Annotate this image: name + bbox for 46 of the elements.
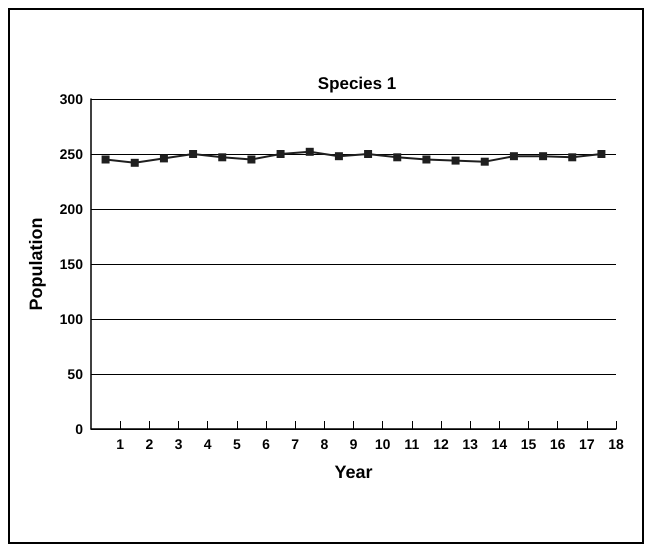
point (130, 158, 139, 167)
x-tick-label: 12 (433, 436, 449, 452)
x-tick-label: 18 (608, 436, 624, 452)
x-tick-label: 17 (579, 436, 595, 452)
point (276, 150, 285, 158)
point (539, 152, 548, 160)
point (102, 156, 110, 164)
x-tick-label: 7 (291, 436, 300, 452)
y-tick-label: 100 (60, 311, 84, 327)
y-tick-label: 250 (60, 146, 84, 162)
y-axis-title: Population (26, 218, 46, 310)
x-tick-label: 6 (262, 436, 270, 452)
point (189, 150, 198, 158)
x-tick-label: 13 (462, 436, 478, 452)
point (364, 150, 372, 158)
x-tick-label: 16 (550, 436, 566, 452)
x-tick-label: 14 (492, 436, 508, 452)
x-tick-label: 1 (116, 436, 124, 452)
chart-title: Species 1 (318, 74, 396, 93)
y-tick-label: 0 (75, 421, 84, 437)
x-tick-label: 9 (350, 436, 358, 452)
y-tick-label: 200 (60, 201, 84, 217)
x-tick-label: 15 (520, 436, 536, 452)
x-tick-label: 11 (404, 436, 420, 452)
x-tick-label: 2 (145, 436, 154, 452)
point (247, 156, 256, 164)
point (480, 158, 489, 166)
point (510, 152, 518, 160)
y-tick-label: 150 (60, 256, 84, 272)
point (218, 153, 226, 162)
y-tick-label: 300 (60, 91, 84, 107)
x-tick-label: 4 (204, 436, 212, 452)
x-axis-title: Year (334, 462, 373, 482)
point (393, 153, 402, 162)
point (160, 154, 168, 162)
x-tick-label: 10 (374, 436, 391, 452)
point (597, 150, 606, 158)
x-tick-label: 5 (232, 436, 241, 452)
point (306, 148, 314, 156)
point (568, 153, 576, 162)
y-tick-label: 50 (67, 366, 84, 382)
point (422, 156, 430, 164)
point (334, 152, 343, 160)
x-tick-label: 8 (320, 436, 328, 452)
point (452, 156, 460, 165)
x-tick-label: 3 (174, 436, 183, 452)
